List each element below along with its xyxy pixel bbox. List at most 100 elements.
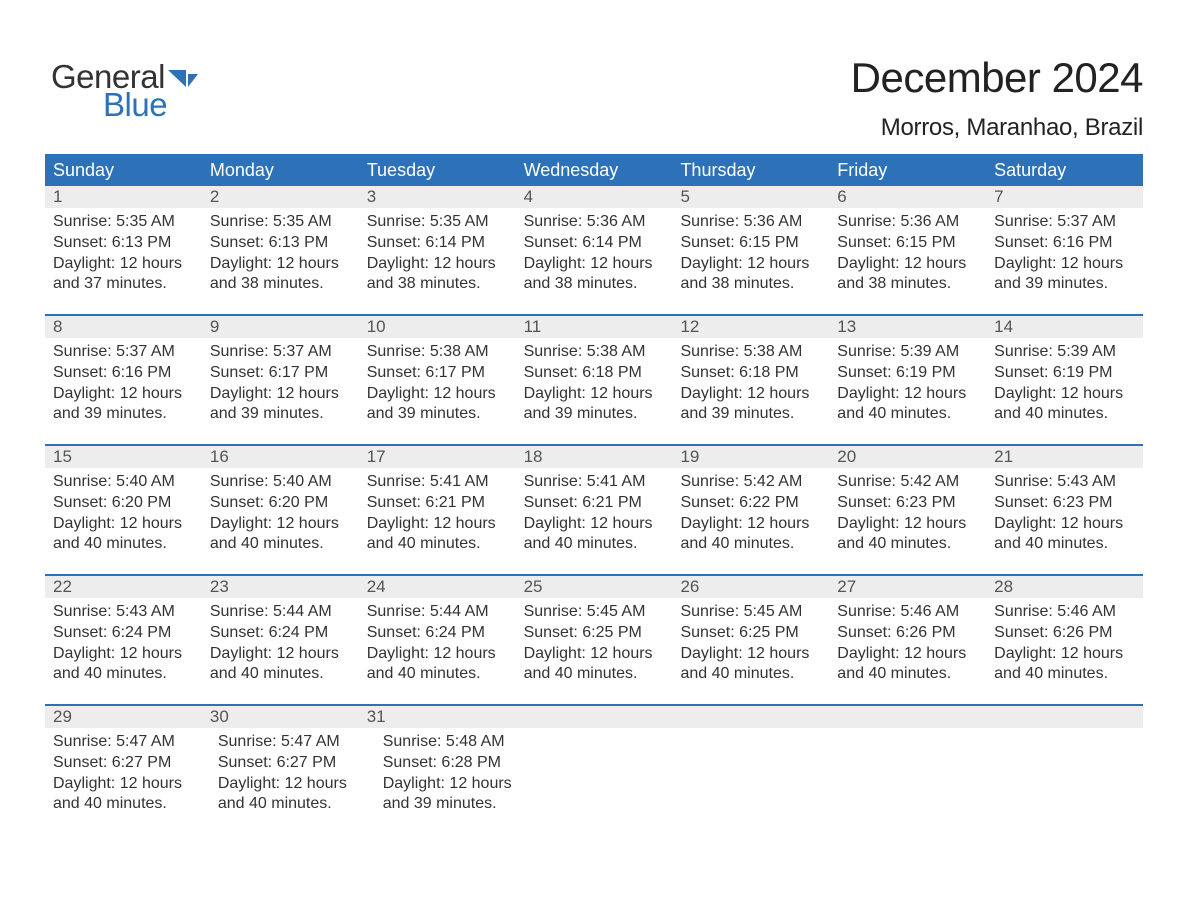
day-number: 29 — [45, 706, 202, 728]
daylight-text-1: Daylight: 12 hours — [524, 384, 667, 405]
daylight-text-1: Daylight: 12 hours — [210, 644, 353, 665]
day-details: Sunrise: 5:41 AMSunset: 6:21 PMDaylight:… — [359, 468, 516, 574]
sunrise-text: Sunrise: 5:38 AM — [524, 342, 667, 363]
sunset-text: Sunset: 6:14 PM — [524, 233, 667, 254]
daylight-text-2: and 38 minutes. — [524, 274, 667, 295]
week-row: 15161718192021Sunrise: 5:40 AMSunset: 6:… — [45, 444, 1143, 574]
day-number: 5 — [672, 186, 829, 208]
daylight-text-2: and 37 minutes. — [53, 274, 196, 295]
week-content: 891011121314Sunrise: 5:37 AMSunset: 6:16… — [45, 316, 1143, 444]
sunset-text: Sunset: 6:28 PM — [383, 753, 534, 774]
sunset-text: Sunset: 6:27 PM — [218, 753, 369, 774]
day-number — [986, 706, 1143, 728]
sunset-text: Sunset: 6:22 PM — [680, 493, 823, 514]
day-details: Sunrise: 5:36 AMSunset: 6:14 PMDaylight:… — [516, 208, 673, 314]
daylight-text-2: and 39 minutes. — [367, 404, 510, 425]
sunset-text: Sunset: 6:18 PM — [680, 363, 823, 384]
day-header-wed: Wednesday — [516, 155, 673, 186]
sunrise-text: Sunrise: 5:46 AM — [837, 602, 980, 623]
daylight-text-1: Daylight: 12 hours — [837, 644, 980, 665]
day-details: Sunrise: 5:35 AMSunset: 6:13 PMDaylight:… — [45, 208, 202, 314]
daylight-text-1: Daylight: 12 hours — [680, 254, 823, 275]
daylight-text-1: Daylight: 12 hours — [994, 254, 1137, 275]
sunrise-text: Sunrise: 5:35 AM — [53, 212, 196, 233]
logo-sail-icon — [168, 70, 198, 97]
daylight-text-1: Daylight: 12 hours — [367, 384, 510, 405]
daylight-text-2: and 38 minutes. — [367, 274, 510, 295]
daynum-row: 22232425262728 — [45, 576, 1143, 598]
sunrise-text: Sunrise: 5:35 AM — [210, 212, 353, 233]
calendar: Sunday Monday Tuesday Wednesday Thursday… — [45, 154, 1143, 834]
day-details: Sunrise: 5:46 AMSunset: 6:26 PMDaylight:… — [829, 598, 986, 704]
daylight-text-2: and 40 minutes. — [680, 664, 823, 685]
daylight-text-2: and 40 minutes. — [53, 794, 204, 815]
day-number: 16 — [202, 446, 359, 468]
day-details: Sunrise: 5:37 AMSunset: 6:17 PMDaylight:… — [202, 338, 359, 444]
day-number: 23 — [202, 576, 359, 598]
header-right: December 2024 Morros, Maranhao, Brazil — [851, 40, 1143, 142]
day-header-sun: Sunday — [45, 155, 202, 186]
week-content: 1234567Sunrise: 5:35 AMSunset: 6:13 PMDa… — [45, 186, 1143, 314]
details-row: Sunrise: 5:47 AMSunset: 6:27 PMDaylight:… — [45, 728, 1143, 834]
day-header-tue: Tuesday — [359, 155, 516, 186]
daynum-row: 15161718192021 — [45, 446, 1143, 468]
daylight-text-1: Daylight: 12 hours — [367, 644, 510, 665]
day-details: Sunrise: 5:47 AMSunset: 6:27 PMDaylight:… — [210, 728, 375, 834]
day-number: 27 — [829, 576, 986, 598]
day-details: Sunrise: 5:44 AMSunset: 6:24 PMDaylight:… — [359, 598, 516, 704]
day-number: 31 — [359, 706, 516, 728]
day-details: Sunrise: 5:36 AMSunset: 6:15 PMDaylight:… — [672, 208, 829, 314]
empty-cell — [690, 728, 841, 834]
daylight-text-1: Daylight: 12 hours — [837, 384, 980, 405]
day-number: 26 — [672, 576, 829, 598]
week-row: 22232425262728Sunrise: 5:43 AMSunset: 6:… — [45, 574, 1143, 704]
daylight-text-1: Daylight: 12 hours — [53, 514, 196, 535]
day-number: 13 — [829, 316, 986, 338]
sunset-text: Sunset: 6:15 PM — [680, 233, 823, 254]
sunset-text: Sunset: 6:14 PM — [367, 233, 510, 254]
sunrise-text: Sunrise: 5:41 AM — [524, 472, 667, 493]
day-header-sat: Saturday — [986, 155, 1143, 186]
sunrise-text: Sunrise: 5:47 AM — [53, 732, 204, 753]
daylight-text-2: and 38 minutes. — [680, 274, 823, 295]
sunset-text: Sunset: 6:27 PM — [53, 753, 204, 774]
day-details: Sunrise: 5:46 AMSunset: 6:26 PMDaylight:… — [986, 598, 1143, 704]
day-number: 28 — [986, 576, 1143, 598]
day-details: Sunrise: 5:35 AMSunset: 6:13 PMDaylight:… — [202, 208, 359, 314]
page-title: December 2024 — [851, 54, 1143, 102]
day-number: 3 — [359, 186, 516, 208]
day-number: 24 — [359, 576, 516, 598]
sunrise-text: Sunrise: 5:36 AM — [524, 212, 667, 233]
sunset-text: Sunset: 6:15 PM — [837, 233, 980, 254]
daylight-text-2: and 39 minutes. — [524, 404, 667, 425]
empty-cell — [992, 728, 1143, 834]
day-details: Sunrise: 5:45 AMSunset: 6:25 PMDaylight:… — [516, 598, 673, 704]
sunrise-text: Sunrise: 5:37 AM — [994, 212, 1137, 233]
day-number: 8 — [45, 316, 202, 338]
daylight-text-1: Daylight: 12 hours — [218, 774, 369, 795]
day-number: 30 — [202, 706, 359, 728]
daylight-text-1: Daylight: 12 hours — [53, 774, 204, 795]
day-number: 17 — [359, 446, 516, 468]
week-content: 293031Sunrise: 5:47 AMSunset: 6:27 PMDay… — [45, 706, 1143, 834]
daylight-text-2: and 40 minutes. — [367, 534, 510, 555]
sunset-text: Sunset: 6:25 PM — [524, 623, 667, 644]
sunrise-text: Sunrise: 5:47 AM — [218, 732, 369, 753]
day-number: 19 — [672, 446, 829, 468]
day-details: Sunrise: 5:47 AMSunset: 6:27 PMDaylight:… — [45, 728, 210, 834]
daynum-row: 1234567 — [45, 186, 1143, 208]
empty-cell — [841, 728, 992, 834]
sunrise-text: Sunrise: 5:42 AM — [680, 472, 823, 493]
day-details: Sunrise: 5:43 AMSunset: 6:23 PMDaylight:… — [986, 468, 1143, 574]
daylight-text-2: and 40 minutes. — [680, 534, 823, 555]
sunset-text: Sunset: 6:17 PM — [367, 363, 510, 384]
daylight-text-1: Daylight: 12 hours — [680, 514, 823, 535]
daylight-text-2: and 40 minutes. — [53, 534, 196, 555]
daylight-text-1: Daylight: 12 hours — [524, 644, 667, 665]
week-content: 22232425262728Sunrise: 5:43 AMSunset: 6:… — [45, 576, 1143, 704]
daylight-text-2: and 40 minutes. — [218, 794, 369, 815]
day-details: Sunrise: 5:35 AMSunset: 6:14 PMDaylight:… — [359, 208, 516, 314]
daylight-text-2: and 40 minutes. — [210, 664, 353, 685]
daylight-text-2: and 40 minutes. — [53, 664, 196, 685]
sunset-text: Sunset: 6:16 PM — [53, 363, 196, 384]
